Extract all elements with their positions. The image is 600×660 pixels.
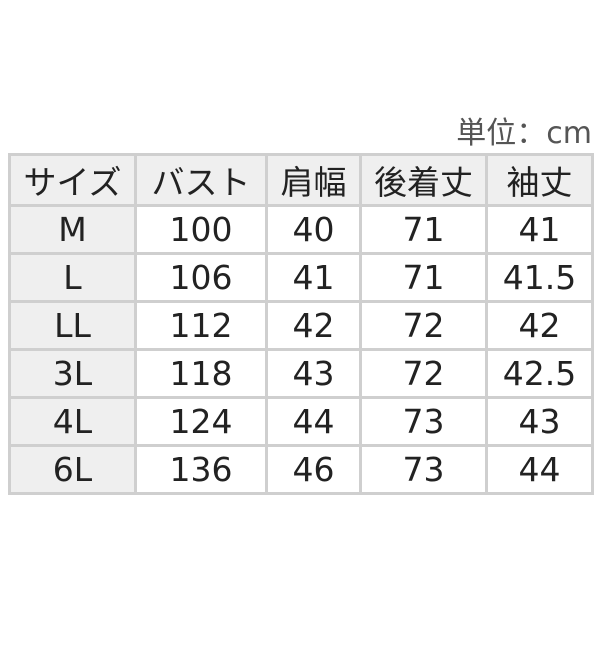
cell-size: 4L <box>8 396 137 447</box>
table-row: 4L 124 44 73 43 <box>8 396 594 447</box>
cell-shoulder: 40 <box>265 204 362 255</box>
table-row: 6L 136 46 73 44 <box>8 444 594 495</box>
cell-back-length: 73 <box>359 396 488 447</box>
cell-bust: 118 <box>134 348 268 399</box>
cell-sleeve: 43 <box>485 396 594 447</box>
unit-label: 単位：cm <box>456 116 592 151</box>
cell-shoulder: 46 <box>265 444 362 495</box>
cell-size: 3L <box>8 348 137 399</box>
table-row: LL 112 42 72 42 <box>8 300 594 351</box>
table-row: 3L 118 43 72 42.5 <box>8 348 594 399</box>
header-row: サイズ バスト 肩幅 後着丈 袖丈 <box>8 153 594 207</box>
cell-back-length: 72 <box>359 300 488 351</box>
header-size: サイズ <box>8 153 137 207</box>
cell-shoulder: 42 <box>265 300 362 351</box>
cell-sleeve: 44 <box>485 444 594 495</box>
cell-size: M <box>8 204 137 255</box>
cell-sleeve: 41 <box>485 204 594 255</box>
header-back-length: 後着丈 <box>359 153 488 207</box>
table-row: L 106 41 71 41.5 <box>8 252 594 303</box>
header-shoulder: 肩幅 <box>265 153 362 207</box>
cell-back-length: 71 <box>359 204 488 255</box>
cell-back-length: 73 <box>359 444 488 495</box>
cell-shoulder: 41 <box>265 252 362 303</box>
cell-back-length: 71 <box>359 252 488 303</box>
cell-shoulder: 44 <box>265 396 362 447</box>
cell-size: LL <box>8 300 137 351</box>
cell-sleeve: 41.5 <box>485 252 594 303</box>
cell-bust: 112 <box>134 300 268 351</box>
cell-bust: 106 <box>134 252 268 303</box>
table-row: M 100 40 71 41 <box>8 204 594 255</box>
cell-bust: 124 <box>134 396 268 447</box>
size-chart-table: サイズ バスト 肩幅 後着丈 袖丈 M 100 40 71 41 L 106 41 71 41.5… <box>8 153 594 495</box>
cell-bust: 136 <box>134 444 268 495</box>
cell-sleeve: 42 <box>485 300 594 351</box>
header-bust: バスト <box>134 153 268 207</box>
cell-back-length: 72 <box>359 348 488 399</box>
cell-shoulder: 43 <box>265 348 362 399</box>
cell-bust: 100 <box>134 204 268 255</box>
cell-size: 6L <box>8 444 137 495</box>
header-sleeve: 袖丈 <box>485 153 594 207</box>
cell-sleeve: 42.5 <box>485 348 594 399</box>
cell-size: L <box>8 252 137 303</box>
